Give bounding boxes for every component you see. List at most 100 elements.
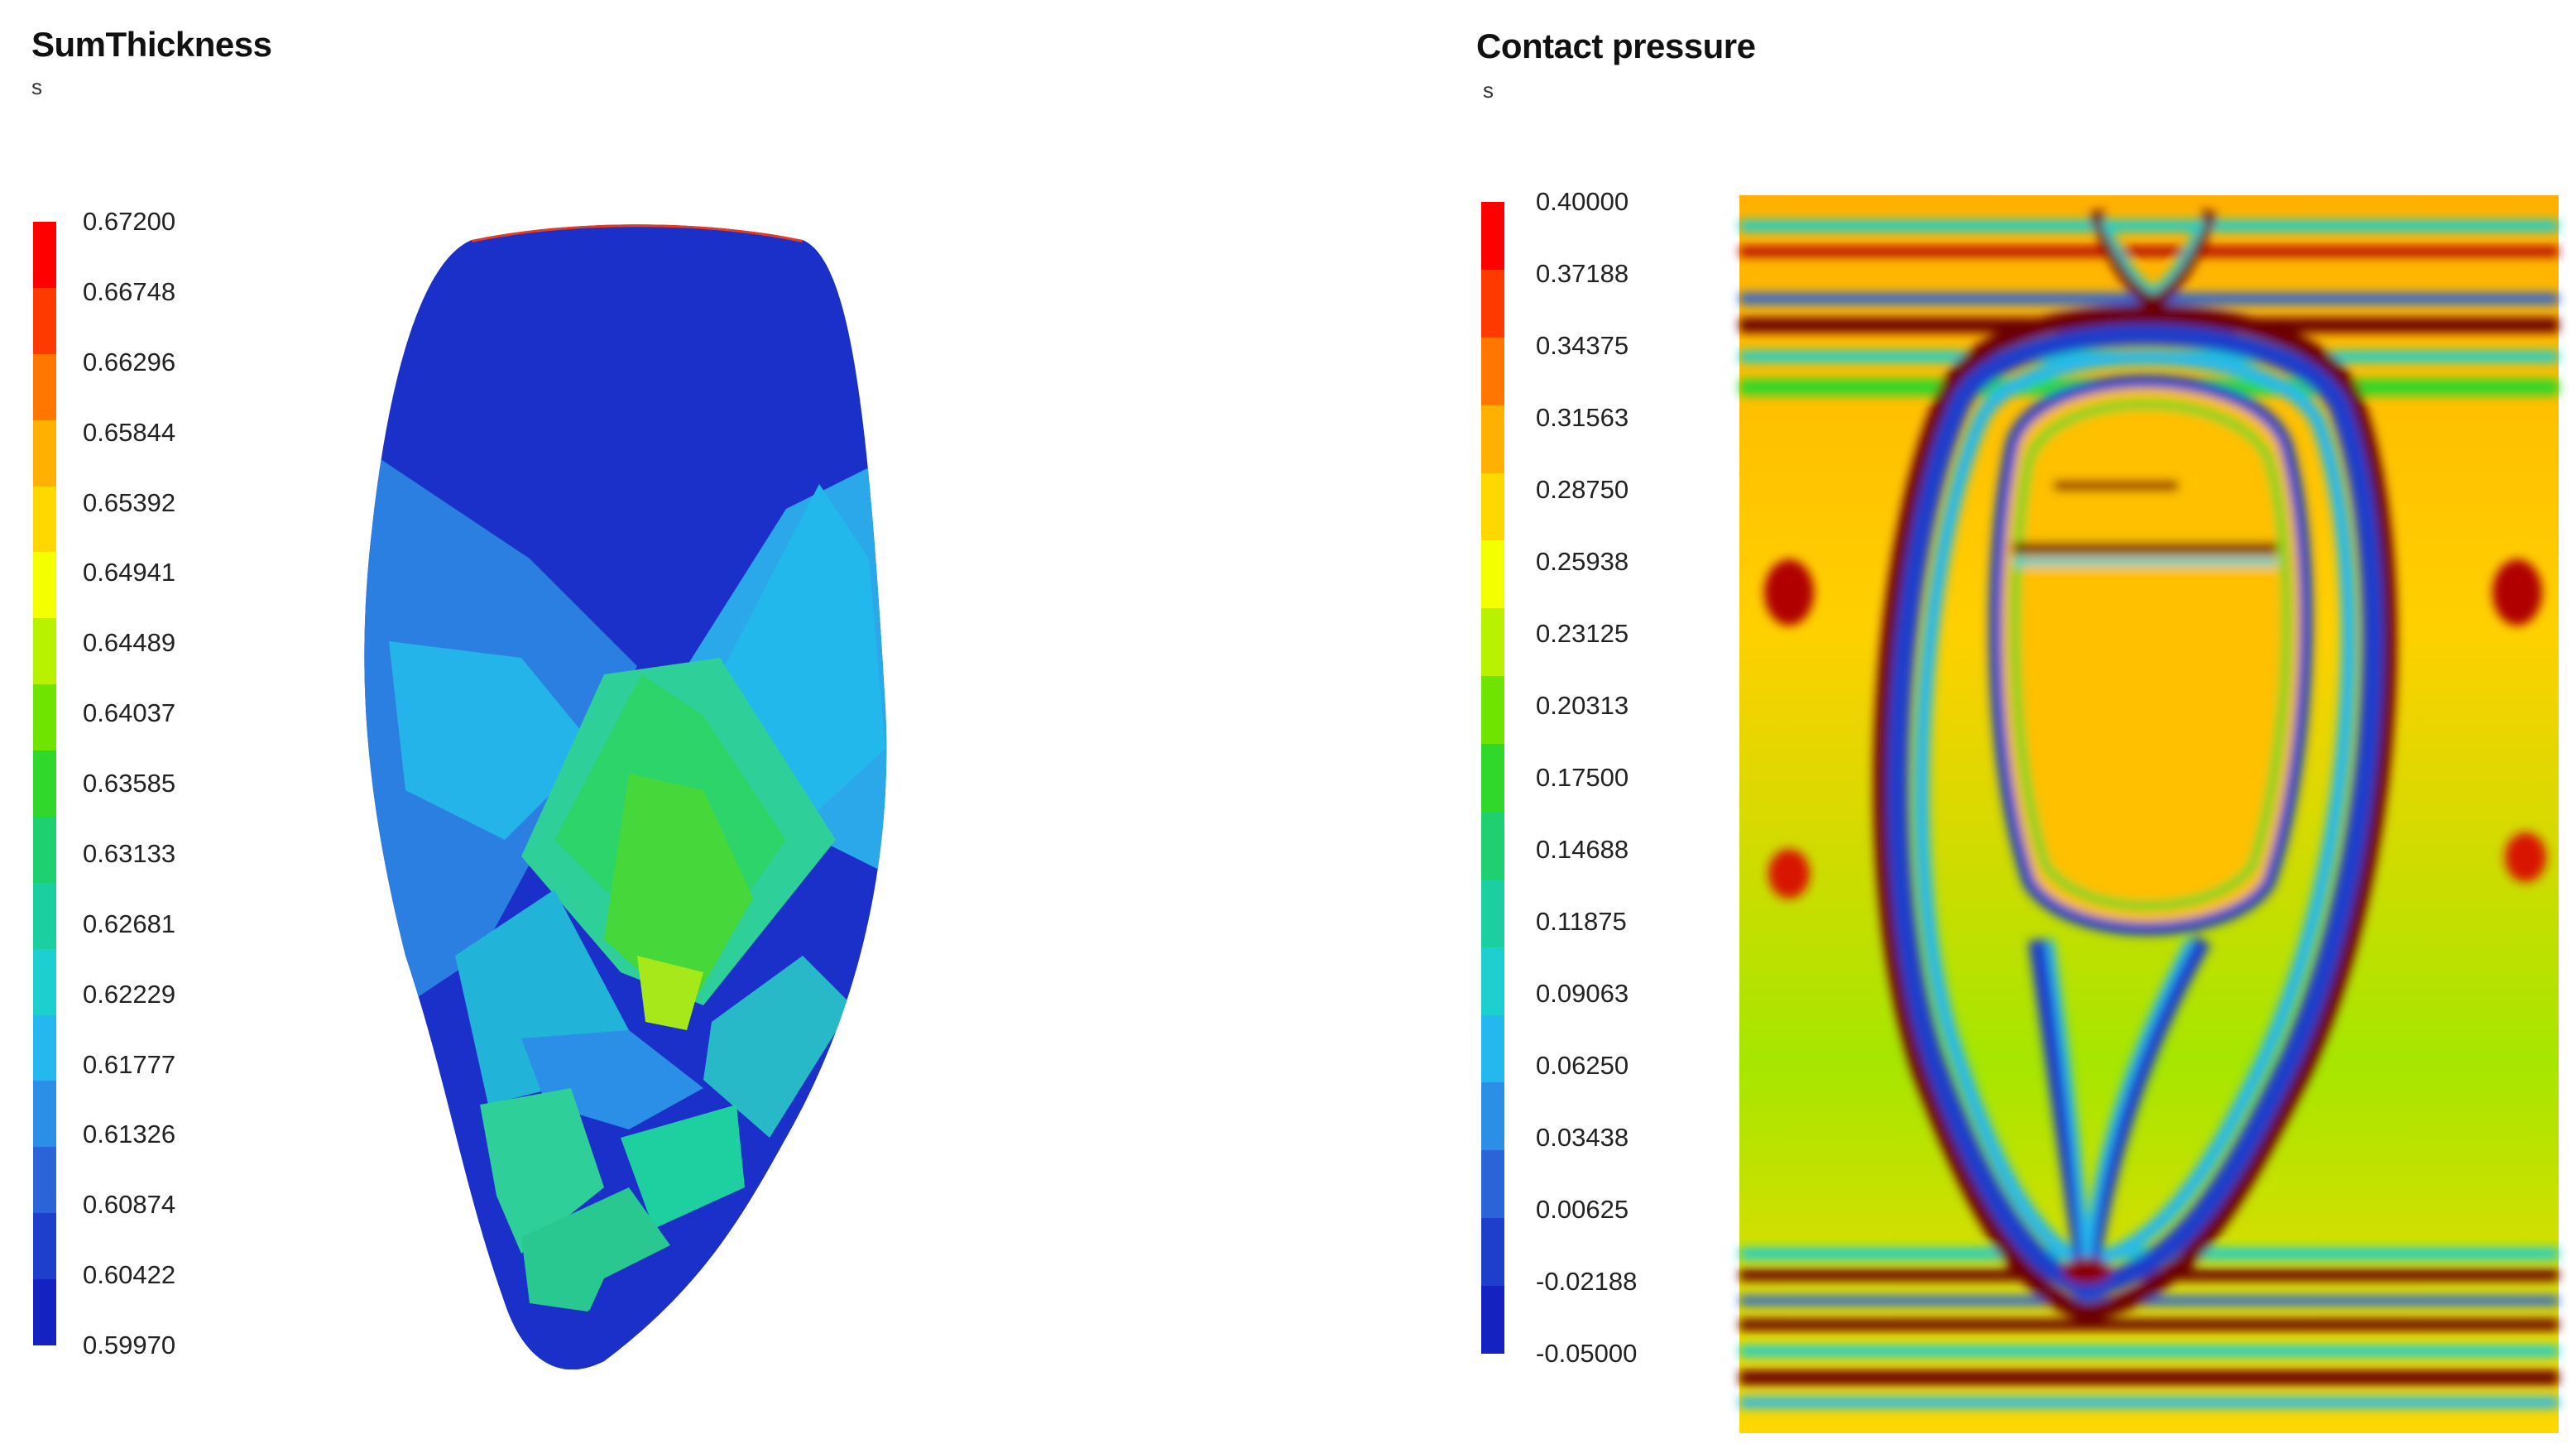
colorbar-segment <box>1481 405 1504 473</box>
contour-band <box>389 641 596 840</box>
contour-band <box>480 1088 604 1254</box>
colorbar-segment <box>33 1014 56 1081</box>
pressure-notch <box>2100 218 2206 295</box>
colorbar-segment <box>1481 472 1504 541</box>
pressure-band <box>2012 558 2277 566</box>
colorbar-tick-label: 0.11875 <box>1536 907 1627 936</box>
colorbar-labels: 0.40000 0.37188 0.34375 0.31563 0.28750 0.259… <box>1536 187 1718 1368</box>
colorbar-segment <box>33 684 56 750</box>
colorbar-tick-label: -0.02188 <box>1536 1267 1638 1296</box>
colorbar-segment <box>1481 1014 1504 1083</box>
colorbar-segment <box>1481 1082 1504 1151</box>
colorbar-tick-label: 0.03438 <box>1536 1123 1629 1152</box>
colorbar-segment <box>33 882 56 949</box>
colorbar-segment <box>33 552 56 619</box>
colorbar-segment <box>33 287 56 354</box>
colorbar-segment <box>1481 947 1504 1015</box>
colorbar-tick-label: 0.34375 <box>1536 331 1629 360</box>
pressure-band <box>2054 481 2178 491</box>
contact-loop-inner <box>1988 375 2313 936</box>
colorbar-tick-label: 0.64037 <box>83 698 176 728</box>
colorbar-segment <box>1481 608 1504 677</box>
colorbar-segment <box>1481 337 1504 405</box>
colorbar-tick-label: 0.65392 <box>83 487 176 517</box>
colorbar-segment <box>1481 1218 1504 1286</box>
colorbar-tick-label: 0.25938 <box>1536 547 1629 576</box>
pressure-band <box>2012 543 2277 554</box>
pressure-band <box>1739 1319 2559 1331</box>
colorbar-segment <box>1481 1150 1504 1219</box>
colorbar-tick-label: 0.62229 <box>83 979 176 1009</box>
chart-unit: s <box>1483 78 1494 103</box>
chart-title: Contact pressure <box>1476 26 1756 65</box>
pressure-band <box>1739 1397 2559 1408</box>
colorbar-segment <box>33 618 56 685</box>
colorbar-tick-label: 0.63585 <box>83 769 176 798</box>
colorbar-tick-label: 0.23125 <box>1536 619 1629 648</box>
contact-loop-outer <box>1873 304 2397 1322</box>
colorbar-segment <box>1481 540 1504 609</box>
sumthickness-panel: SumThickness s 0.67200 0.66748 0.66296 0.65… <box>31 25 887 1369</box>
colorbar-tick-label: 0.00625 <box>1536 1195 1629 1224</box>
colorbar-tick-label: -0.05000 <box>1536 1339 1638 1368</box>
pressure-band <box>1739 1370 2559 1385</box>
colorbar-segment <box>33 486 56 553</box>
contour-band <box>563 1229 736 1369</box>
contour-band <box>621 1105 745 1229</box>
colorbar-segment <box>33 816 56 883</box>
colorbar-segment <box>1481 676 1504 744</box>
contact-loop-outer <box>1887 324 2384 1299</box>
colorbar-tick-label: 0.28750 <box>1536 475 1629 504</box>
colorbar-tick-label: 0.31563 <box>1536 403 1629 432</box>
colorbar <box>1481 202 1504 1354</box>
contact-pressure-map <box>1739 195 2559 1433</box>
colorbar-tick-label: 0.60874 <box>83 1190 176 1220</box>
contact-loop-inner <box>2011 400 2291 910</box>
colorbar-tick-label: 0.17500 <box>1536 763 1629 792</box>
colorbar-tick-label: 0.65844 <box>83 417 176 447</box>
pressure-band <box>1739 247 2559 257</box>
colorbar-segment <box>33 750 56 817</box>
colorbar-tick-label: 0.63133 <box>83 838 176 868</box>
colorbar-segment <box>1481 1286 1504 1354</box>
shell-rim <box>471 224 804 242</box>
colorbar-tick-label: 0.20313 <box>1536 691 1629 720</box>
pressure-spot <box>2062 1258 2112 1284</box>
colorbar <box>33 222 56 1345</box>
colorbar-segment <box>33 948 56 1015</box>
colorbar-segment <box>33 1147 56 1214</box>
pressure-spot <box>1764 559 1814 626</box>
colorbar-tick-label: 0.37188 <box>1536 259 1629 288</box>
pressure-spot <box>2492 559 2542 626</box>
pressure-spot <box>2505 832 2546 882</box>
colorbar-tick-label: 0.59970 <box>83 1331 176 1359</box>
colorbar-segment <box>33 353 56 420</box>
contour-band <box>703 956 852 1138</box>
colorbar-tick-label: 0.60422 <box>83 1260 176 1290</box>
colorbar-segment <box>1481 744 1504 812</box>
colorbar-segment <box>33 1213 56 1279</box>
pressure-spot <box>1768 849 1810 899</box>
colorbar-labels: 0.67200 0.66748 0.66296 0.65844 0.65392 0.649… <box>83 207 265 1359</box>
colorbar-tick-label: 0.64489 <box>83 628 176 658</box>
contact-pressure-panel: Contact pressure s 0.40000 0.37188 0.34375… <box>1288 0 2576 1453</box>
pressure-band <box>1739 1345 2559 1357</box>
colorbar-tick-label: 0.06250 <box>1536 1051 1629 1080</box>
colorbar-tick-label: 0.64941 <box>83 558 176 587</box>
colorbar-segment <box>33 222 56 288</box>
colorbar-tick-label: 0.61326 <box>83 1120 176 1149</box>
colorbar-segment <box>1481 269 1504 338</box>
colorbar-tick-label: 0.14688 <box>1536 835 1629 864</box>
chart-title: SumThickness <box>31 25 272 64</box>
colorbar-segment <box>33 1081 56 1148</box>
contour-band <box>521 1187 670 1312</box>
colorbar-segment <box>33 420 56 487</box>
colorbar-tick-label: 0.62681 <box>83 909 176 938</box>
contact-tail <box>2028 935 2211 1289</box>
colorbar-segment <box>1481 811 1504 880</box>
colorbar-tick-label: 0.61777 <box>83 1049 176 1079</box>
contour-band <box>604 774 753 1014</box>
chart-unit: s <box>31 74 42 99</box>
colorbar-tick-label: 0.40000 <box>1536 187 1629 216</box>
colorbar-tick-label: 0.66748 <box>83 276 176 306</box>
